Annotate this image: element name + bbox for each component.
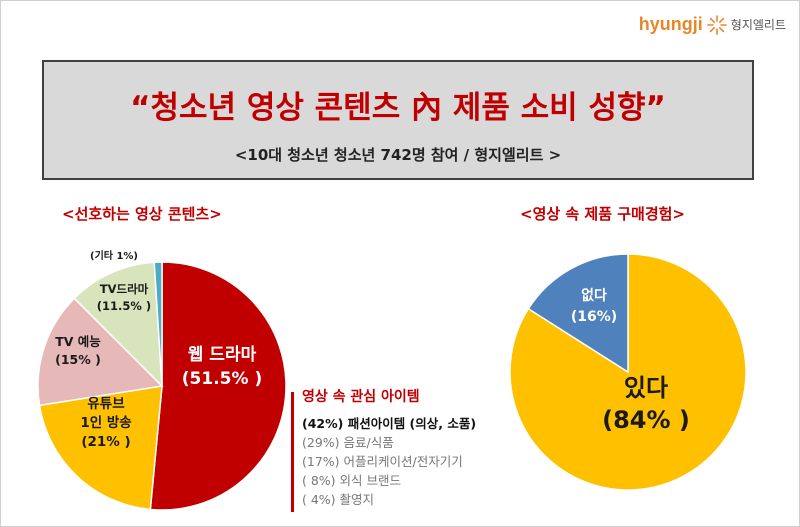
sunburst-icon — [706, 14, 727, 35]
logo-brand-text: hyungji — [638, 14, 703, 34]
content-pie-slice-0 — [149, 261, 287, 511]
purchase-chart-title: <영상 속 제품 구매경험> — [520, 205, 686, 223]
page-subtitle: <10대 청소년 청소년 742명 참여 / 형지엘리트 > — [234, 146, 562, 164]
interest-items-title: 영상 속 관심 아이템 — [302, 389, 420, 405]
title-banner: “청소년 영상 콘텐츠 內 제품 소비 성향” <10대 청소년 청소년 742… — [42, 60, 754, 180]
interest-item: (42%) 패션아이템 (의상, 소품) — [302, 416, 477, 431]
content-pie-label-1: 유튜브 1인 방송 (21% ) — [80, 396, 131, 450]
purchase-pie-label-0: 있다 (84% ) — [602, 374, 690, 434]
preference-chart-title: <선호하는 영상 콘텐츠> — [62, 205, 222, 223]
content-pie-label-0: 웹 드라마 (51.5% ) — [182, 345, 262, 389]
content-pie-slice-2 — [37, 297, 164, 407]
items-bracket — [291, 392, 294, 512]
interest-item: ( 8%) 외식 브랜드 — [302, 473, 402, 488]
page-title: “청소년 영상 콘텐츠 內 제품 소비 성향” — [130, 90, 666, 126]
interest-items-list: (42%) 패션아이템 (의상, 소품) (29%) 음료/식품 (17%) 어플리… — [302, 414, 542, 509]
purchase-pie-slice-1 — [527, 253, 629, 374]
interest-item: (17%) 어플리케이션/전자기기 — [302, 454, 463, 469]
content-pie-slice-3 — [73, 261, 163, 388]
interest-item: (29%) 음료/식품 — [302, 435, 394, 450]
interest-item: ( 4%) 촬영지 — [302, 492, 375, 507]
content-pie-label-4: (기타 1%) — [90, 249, 138, 262]
content-pie-slice-1 — [38, 385, 163, 511]
brand-logo: hyungji 형지엘리트 — [639, 14, 786, 35]
content-pie-slice-4 — [153, 261, 163, 387]
interest-items-panel: 영상 속 관심 아이템 (42%) 패션아이템 (의상, 소품) (29%) 음료… — [302, 386, 542, 509]
content-pie-label-2: TV 예능 (15% ) — [55, 334, 101, 367]
content-pie-label-3: TV드라마 (11.5% ) — [97, 282, 151, 313]
purchase-pie-label-1: 없다 (16%) — [571, 288, 617, 325]
logo-brand-korean: 형지엘리트 — [730, 18, 786, 32]
